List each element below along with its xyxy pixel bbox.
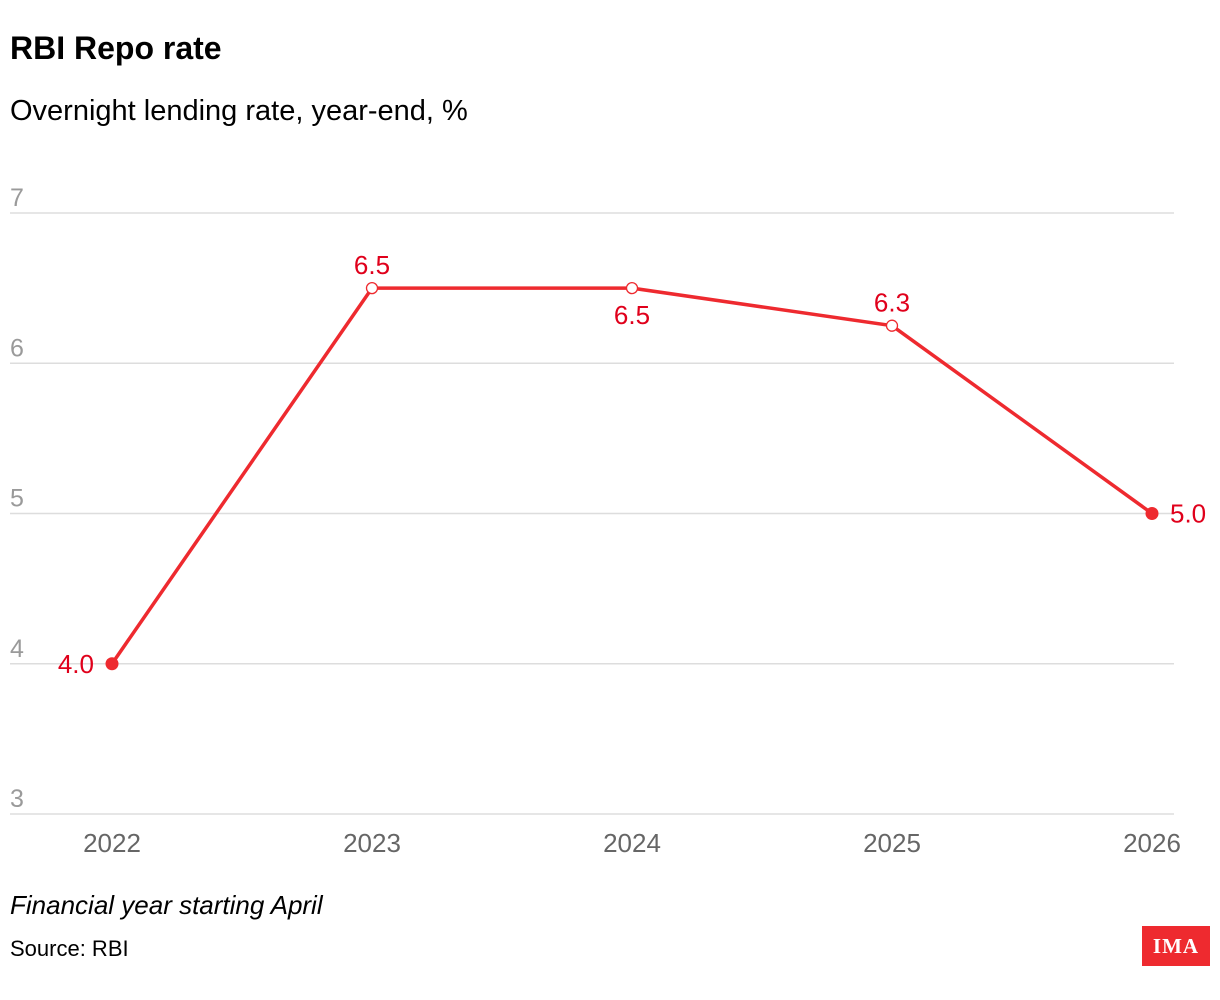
data-point bbox=[105, 657, 119, 671]
y-axis-ticks: 3 4 5 6 7 bbox=[10, 184, 24, 813]
data-label: 5.0 bbox=[1170, 499, 1206, 529]
x-tick-label: 2023 bbox=[343, 828, 401, 858]
x-tick-label: 2024 bbox=[603, 828, 661, 858]
line-chart: 3 4 5 6 7 2022 2023 2024 2025 2026 4.0 6.5 6.5 6.3 5… bbox=[10, 184, 1206, 858]
publisher-logo: IMA bbox=[1142, 926, 1210, 966]
x-axis-ticks: 2022 2023 2024 2025 2026 bbox=[83, 828, 1181, 858]
y-tick-label: 7 bbox=[10, 184, 24, 212]
x-tick-label: 2026 bbox=[1123, 828, 1181, 858]
data-label: 4.0 bbox=[58, 649, 94, 679]
y-tick-label: 6 bbox=[10, 334, 24, 362]
data-label: 6.5 bbox=[614, 300, 650, 330]
x-tick-label: 2025 bbox=[863, 828, 921, 858]
chart-title: RBI Repo rate bbox=[10, 30, 222, 66]
grid-layer bbox=[10, 212, 1174, 815]
y-tick-label: 4 bbox=[10, 635, 24, 663]
source-line: Source: RBI bbox=[10, 936, 129, 961]
data-label-layer: 4.0 6.5 6.5 6.3 5.0 bbox=[58, 250, 1206, 679]
data-point bbox=[1145, 507, 1159, 520]
series-line bbox=[110, 286, 1154, 666]
data-label: 6.3 bbox=[874, 288, 910, 318]
data-point bbox=[625, 281, 639, 295]
x-tick-label: 2022 bbox=[83, 828, 141, 858]
data-point bbox=[885, 319, 899, 332]
y-tick-label: 3 bbox=[10, 785, 24, 813]
series-layer bbox=[105, 281, 1159, 671]
footnote: Financial year starting April bbox=[10, 890, 323, 920]
data-label: 6.5 bbox=[354, 250, 390, 280]
chart-subtitle: Overnight lending rate, year-end, % bbox=[10, 95, 468, 127]
y-tick-label: 5 bbox=[10, 485, 24, 513]
data-point bbox=[365, 281, 379, 295]
